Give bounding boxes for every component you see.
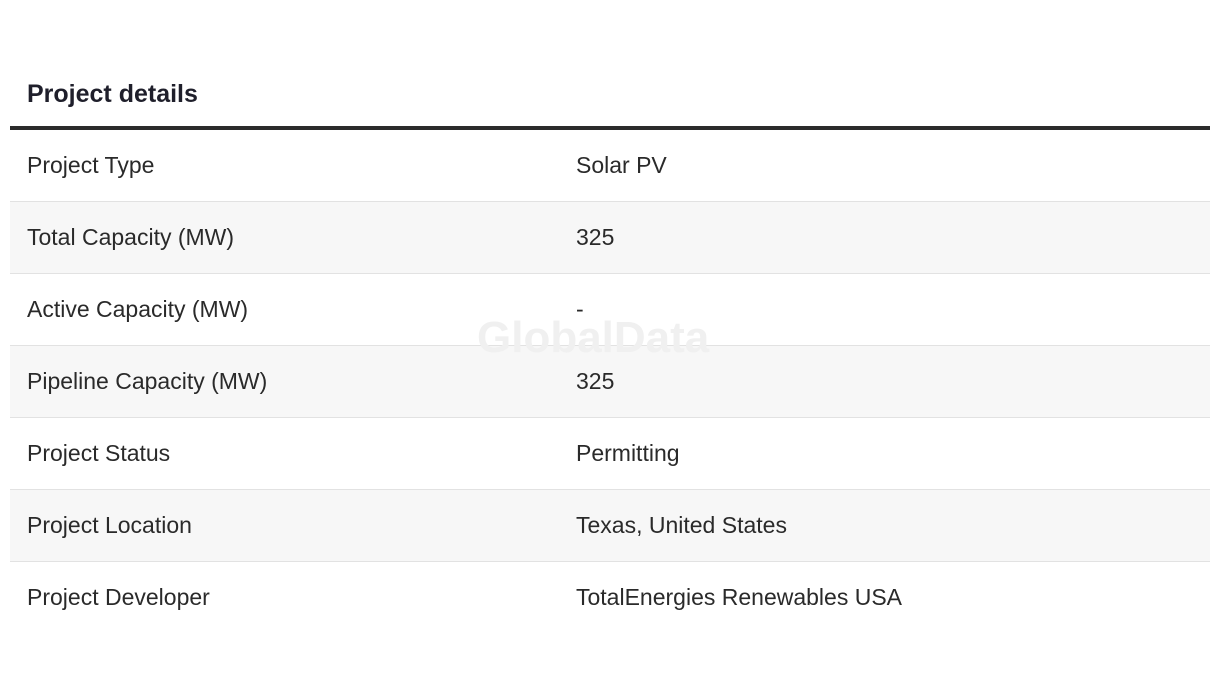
row-value: 325 [576, 368, 615, 394]
row-value: Solar PV [576, 152, 667, 178]
row-value: - [576, 296, 584, 322]
row-label: Active Capacity (MW) [27, 296, 249, 322]
row-label: Project Type [27, 152, 155, 178]
row-label: Project Location [27, 512, 192, 538]
row-label: Project Developer [27, 584, 210, 610]
row-value: TotalEnergies Renewables USA [576, 584, 903, 610]
table-row-project-location: Project Location Texas, United States [10, 490, 1210, 562]
section-title: Project details [27, 80, 198, 108]
row-label: Pipeline Capacity (MW) [27, 368, 268, 394]
row-label: Project Status [27, 440, 171, 466]
table-row-active-capacity: Active Capacity (MW) - [10, 274, 1210, 346]
table-row-total-capacity: Total Capacity (MW) 325 [10, 202, 1210, 274]
table-row-project-developer: Project Developer TotalEnergies Renewabl… [10, 562, 1210, 633]
table-row-project-status: Project Status Permitting [10, 418, 1210, 490]
table-row-project-type: Project Type Solar PV [10, 130, 1210, 202]
header-divider [10, 126, 1210, 130]
row-value: Permitting [576, 440, 680, 466]
table-row-pipeline-capacity: Pipeline Capacity (MW) 325 [10, 346, 1210, 418]
row-value: Texas, United States [576, 512, 787, 538]
row-label: Total Capacity (MW) [27, 224, 235, 250]
row-value: 325 [576, 224, 615, 250]
project-details-table: Project Type Solar PV Total Capacity (MW… [10, 130, 1210, 633]
